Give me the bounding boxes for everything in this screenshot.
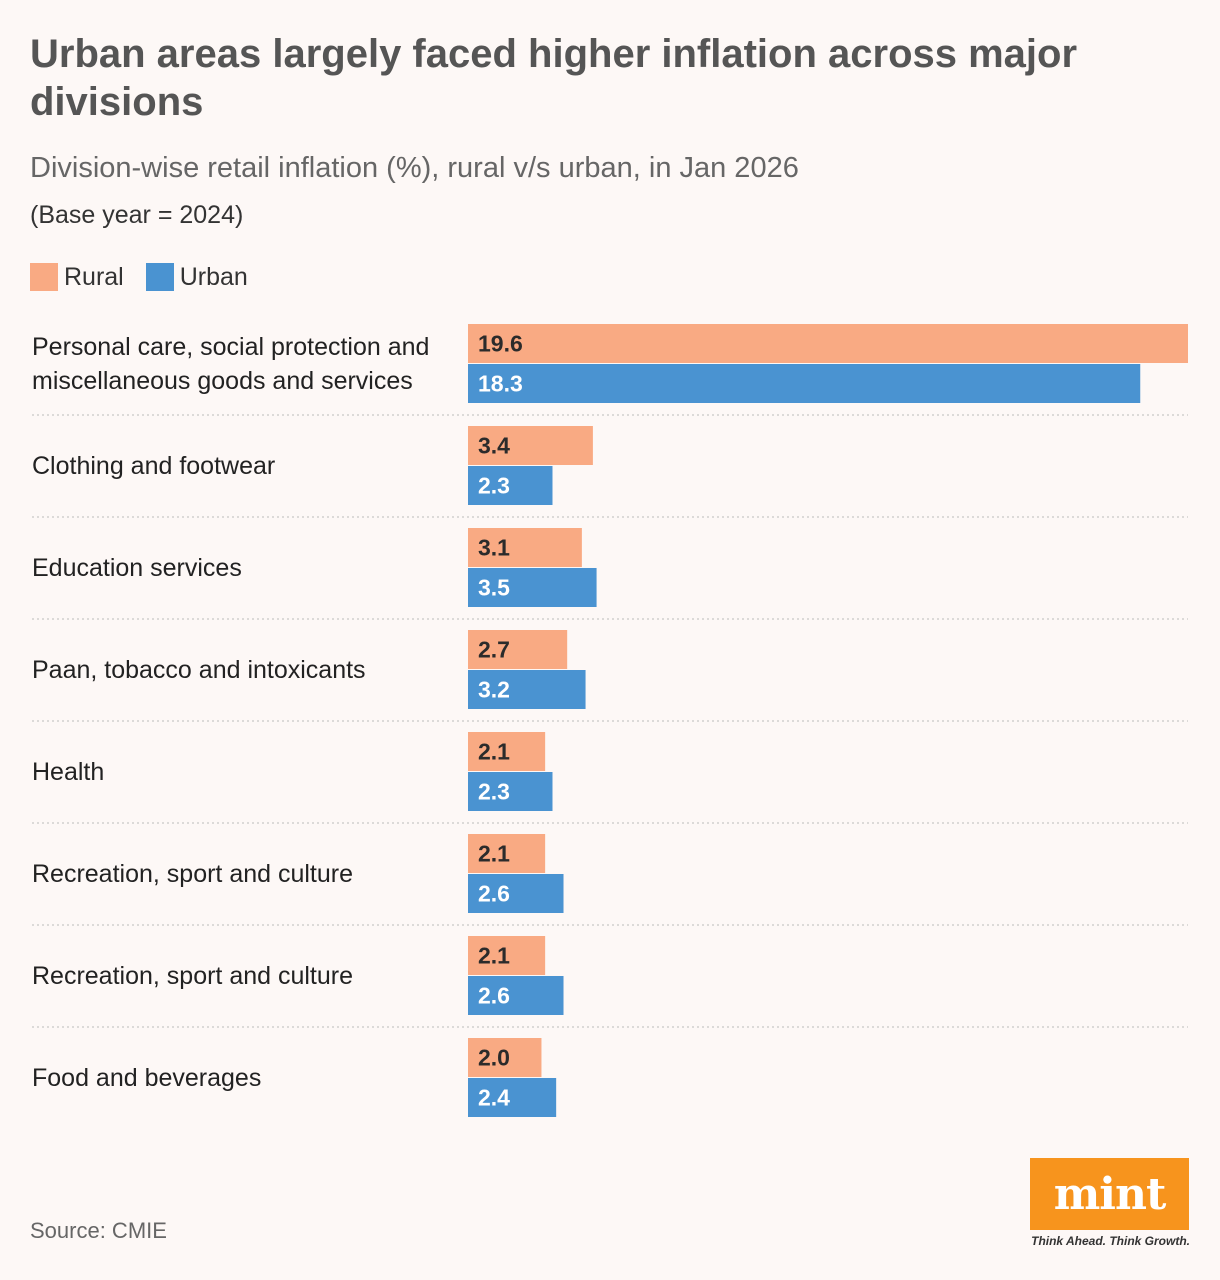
data-label-urban: 2.6 <box>478 881 510 907</box>
data-label-rural: 19.6 <box>478 331 523 357</box>
bar-urban <box>468 364 1141 403</box>
data-label-urban: 2.4 <box>478 1085 510 1111</box>
category-label: Paan, tobacco and intoxicants <box>32 656 366 684</box>
legend: Rural Urban <box>30 262 270 292</box>
data-label-urban: 2.6 <box>478 983 510 1009</box>
bar-rural <box>468 528 582 567</box>
category-label: Recreation, sport and culture <box>32 860 354 888</box>
chart-title: Urban areas largely faced higher inflati… <box>30 32 1078 124</box>
bar-urban <box>468 466 553 505</box>
category-label: Recreation, sport and culture <box>32 962 354 990</box>
data-label-rural: 2.0 <box>478 1045 510 1071</box>
logo-wordmark: mint <box>1053 1168 1167 1220</box>
bar-rural <box>468 630 568 669</box>
data-label-urban: 18.3 <box>478 371 523 397</box>
source-note: Source: CMIE <box>30 1218 167 1243</box>
bar-rural <box>468 426 593 465</box>
data-label-urban: 2.3 <box>478 473 510 499</box>
data-label-urban: 2.3 <box>478 779 510 805</box>
data-label-rural: 2.1 <box>478 739 510 765</box>
legend-swatch-urban <box>145 263 174 291</box>
bar-urban <box>468 1078 557 1117</box>
legend-label-rural: Rural <box>64 263 124 291</box>
chart-subtitle: Division-wise retail inflation (%), rura… <box>30 152 799 184</box>
category-label: Personal care, social protection and mis… <box>32 333 430 395</box>
mint-logo: mint <box>1030 1158 1189 1230</box>
data-label-rural: 2.1 <box>478 841 510 867</box>
category-label: Food and beverages <box>32 1064 262 1092</box>
bar-urban <box>468 976 564 1015</box>
logo-tagline: Think Ahead. Think Growth. <box>1031 1234 1190 1248</box>
legend-item-rural: Rural <box>30 262 124 292</box>
category-label: Clothing and footwear <box>32 452 276 480</box>
data-label-rural: 3.1 <box>478 535 510 561</box>
bar-urban <box>468 772 553 811</box>
bar-rural <box>468 1038 542 1077</box>
bar-rural <box>468 936 546 975</box>
legend-swatch-rural <box>30 263 58 291</box>
data-label-rural: 3.4 <box>478 433 510 459</box>
bar-rural <box>468 324 1188 363</box>
bar-rural <box>468 732 546 771</box>
bar-rural <box>468 834 546 873</box>
category-label: Health <box>32 758 105 786</box>
bar-urban <box>468 874 564 913</box>
category-label: Education services <box>32 554 242 582</box>
data-label-urban: 3.5 <box>478 575 510 601</box>
data-label-rural: 2.7 <box>478 637 510 663</box>
legend-label-urban: Urban <box>179 263 248 291</box>
legend-item-urban: Urban <box>145 262 248 292</box>
bar-urban <box>468 670 586 709</box>
bar-urban <box>468 568 597 607</box>
chart-note: (Base year = 2024) <box>30 201 244 229</box>
data-label-urban: 3.2 <box>478 677 510 703</box>
data-label-rural: 2.1 <box>478 943 510 969</box>
